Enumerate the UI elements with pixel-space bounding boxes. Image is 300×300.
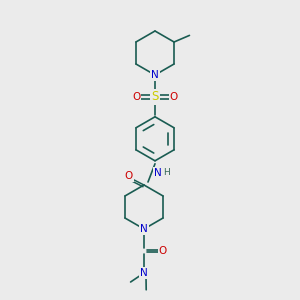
- Text: O: O: [169, 92, 178, 102]
- Text: O: O: [132, 92, 140, 102]
- Text: N: N: [154, 168, 161, 178]
- Text: O: O: [159, 246, 167, 256]
- Text: N: N: [140, 268, 148, 278]
- Text: N: N: [151, 70, 159, 80]
- Text: N: N: [140, 224, 148, 234]
- Text: S: S: [151, 91, 159, 103]
- Text: O: O: [124, 171, 133, 181]
- Text: H: H: [163, 168, 170, 177]
